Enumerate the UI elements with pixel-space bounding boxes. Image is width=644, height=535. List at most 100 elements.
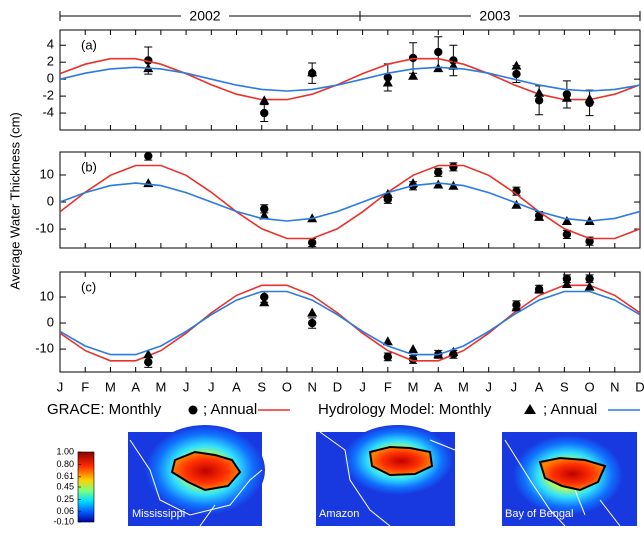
grace-point bbox=[144, 151, 153, 161]
x-tick-label: J bbox=[359, 379, 366, 394]
grace-point bbox=[534, 96, 544, 105]
legend-label: GRACE: Monthly bbox=[47, 401, 162, 418]
x-tick-label: S bbox=[257, 379, 266, 394]
colorbar-label: 0.25 bbox=[56, 494, 74, 504]
model-point bbox=[382, 336, 393, 346]
x-tick-label: J bbox=[183, 379, 190, 394]
model-point bbox=[143, 178, 154, 188]
panel-label: (c) bbox=[81, 279, 96, 294]
year-gap bbox=[471, 8, 519, 24]
model-point bbox=[584, 93, 595, 103]
panel-label: (b) bbox=[81, 159, 97, 174]
x-tick-label: J bbox=[485, 379, 492, 394]
plot-frame bbox=[59, 29, 641, 131]
map-label: Mississippi bbox=[132, 508, 185, 520]
annual-line bbox=[60, 290, 640, 356]
model-point bbox=[143, 349, 154, 359]
x-tick-label: S bbox=[560, 379, 569, 394]
coast bbox=[504, 439, 621, 527]
grace-point bbox=[449, 162, 458, 172]
colorbar-label: 0.06 bbox=[56, 506, 74, 516]
grace-point bbox=[144, 357, 153, 367]
grace-point bbox=[562, 274, 572, 283]
x-tick-label: M bbox=[458, 379, 469, 394]
annual-line bbox=[60, 57, 640, 101]
model-point bbox=[433, 179, 444, 189]
grace-point bbox=[260, 292, 269, 302]
colorbar-label: 0.45 bbox=[56, 481, 74, 491]
year-gap bbox=[181, 8, 229, 24]
model-point bbox=[561, 215, 572, 225]
model-point bbox=[259, 210, 270, 220]
grace-point bbox=[260, 204, 269, 213]
x-tick-label: F bbox=[384, 379, 392, 394]
year-label: 2002 bbox=[189, 8, 220, 24]
model-point bbox=[584, 281, 595, 291]
panel-label: (a) bbox=[81, 37, 97, 52]
x-tick-label: M bbox=[408, 379, 419, 394]
y-tick-label: 0 bbox=[47, 71, 54, 86]
grace-point bbox=[260, 108, 269, 118]
y-tick-label: 10 bbox=[40, 288, 54, 303]
grace-point bbox=[383, 352, 393, 362]
y-tick-label: -10 bbox=[35, 341, 54, 356]
grace-point bbox=[307, 318, 317, 328]
model-point bbox=[511, 302, 522, 312]
grace-point bbox=[307, 238, 317, 247]
colorbar-label: 0.80 bbox=[56, 459, 74, 469]
x-tick-label: M bbox=[155, 379, 166, 394]
grace-point bbox=[434, 47, 443, 57]
y-axis-title: Average Water Thickness (cm) bbox=[7, 112, 22, 289]
basin bbox=[170, 450, 242, 492]
y-tick-label: 10 bbox=[40, 166, 54, 181]
x-tick-label: N bbox=[307, 379, 316, 394]
model-point bbox=[561, 92, 572, 102]
x-tick-label: J bbox=[511, 379, 518, 394]
map-label: Amazon bbox=[319, 508, 359, 520]
x-tick-label: A bbox=[535, 379, 544, 394]
model-point bbox=[408, 70, 419, 80]
colorbar-label: 0.61 bbox=[56, 471, 74, 481]
x-tick-label: N bbox=[610, 379, 619, 394]
annual-line bbox=[60, 164, 640, 240]
coast bbox=[129, 439, 263, 527]
colorbar-label: -0.10 bbox=[53, 516, 74, 526]
model-point bbox=[307, 67, 318, 77]
model-point bbox=[259, 297, 270, 307]
x-tick-label: A bbox=[232, 379, 241, 394]
x-tick-label: M bbox=[105, 379, 116, 394]
legend-label: Hydrology Model: Monthly bbox=[318, 401, 492, 418]
plot-frame bbox=[59, 151, 641, 249]
legend-label: ; Annual bbox=[543, 401, 597, 418]
x-tick-label: J bbox=[57, 379, 64, 394]
y-tick-label: -4 bbox=[42, 104, 54, 119]
model-point bbox=[534, 87, 545, 97]
y-tick-label: -2 bbox=[42, 88, 54, 103]
model-point bbox=[307, 307, 318, 317]
maps: Mississippi Amazon Bay of Bengal bbox=[128, 425, 637, 527]
coast bbox=[319, 431, 456, 527]
x-tick-label: A bbox=[131, 379, 140, 394]
colorbar-label: 1.00 bbox=[56, 446, 74, 456]
grace-point bbox=[512, 69, 521, 79]
grace-point bbox=[434, 168, 443, 177]
legend-symbol bbox=[188, 405, 198, 415]
y-tick-label: 2 bbox=[47, 54, 54, 69]
grace-point bbox=[562, 230, 572, 239]
model-point bbox=[382, 77, 393, 87]
model-point bbox=[448, 346, 459, 356]
annual-line bbox=[60, 182, 640, 222]
y-tick-label: 0 bbox=[47, 314, 54, 329]
grace-point bbox=[383, 73, 393, 82]
model-point bbox=[511, 60, 522, 70]
x-tick-label: A bbox=[434, 379, 443, 394]
x-tick-label: O bbox=[282, 379, 292, 394]
x-tick-label: D bbox=[635, 379, 644, 394]
model-point bbox=[534, 211, 545, 221]
legend-label: ; Annual bbox=[203, 401, 257, 418]
grace-point bbox=[585, 274, 594, 283]
basin bbox=[368, 445, 434, 477]
x-tick-label: O bbox=[585, 379, 595, 394]
x-tick-label: D bbox=[333, 379, 342, 394]
